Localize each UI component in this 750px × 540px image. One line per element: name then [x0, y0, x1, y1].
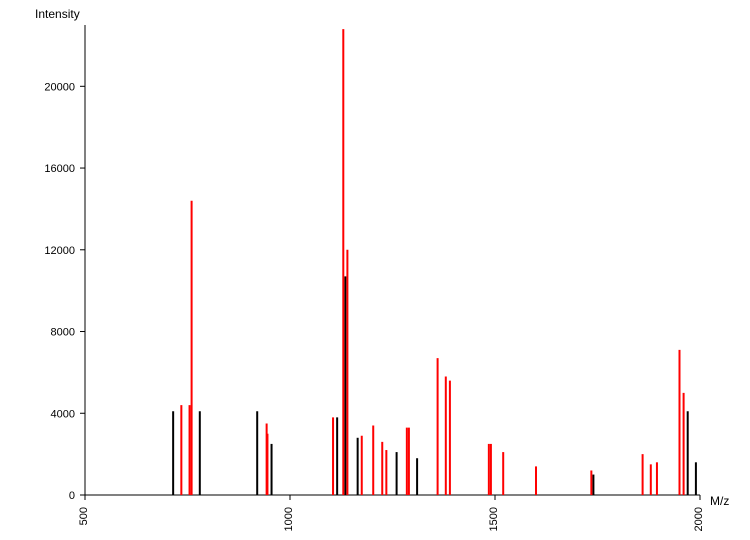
- x-axis-title: M/z: [710, 494, 729, 508]
- y-axis-title: Intensity: [35, 7, 80, 21]
- mass-spectrum-chart: 0 4000 8000 12000 16000 20000 500 1000 1500 2000 I…: [0, 0, 750, 540]
- x-tick-label: 1500: [488, 507, 500, 531]
- x-tick-label: 500: [78, 507, 90, 525]
- y-tick-label: 12000: [44, 245, 75, 257]
- y-tick-label: 16000: [44, 163, 75, 175]
- y-tick-label: 8000: [51, 327, 75, 339]
- x-tick-label: 2000: [693, 507, 705, 531]
- y-tick-label: 0: [69, 490, 75, 502]
- y-tick-label: 20000: [44, 81, 75, 93]
- x-tick-label: 1000: [283, 507, 295, 531]
- plot-bg: [0, 0, 750, 540]
- y-tick-label: 4000: [51, 408, 75, 420]
- spectrum-svg: 0 4000 8000 12000 16000 20000 500 1000 1500 2000 I…: [0, 0, 750, 540]
